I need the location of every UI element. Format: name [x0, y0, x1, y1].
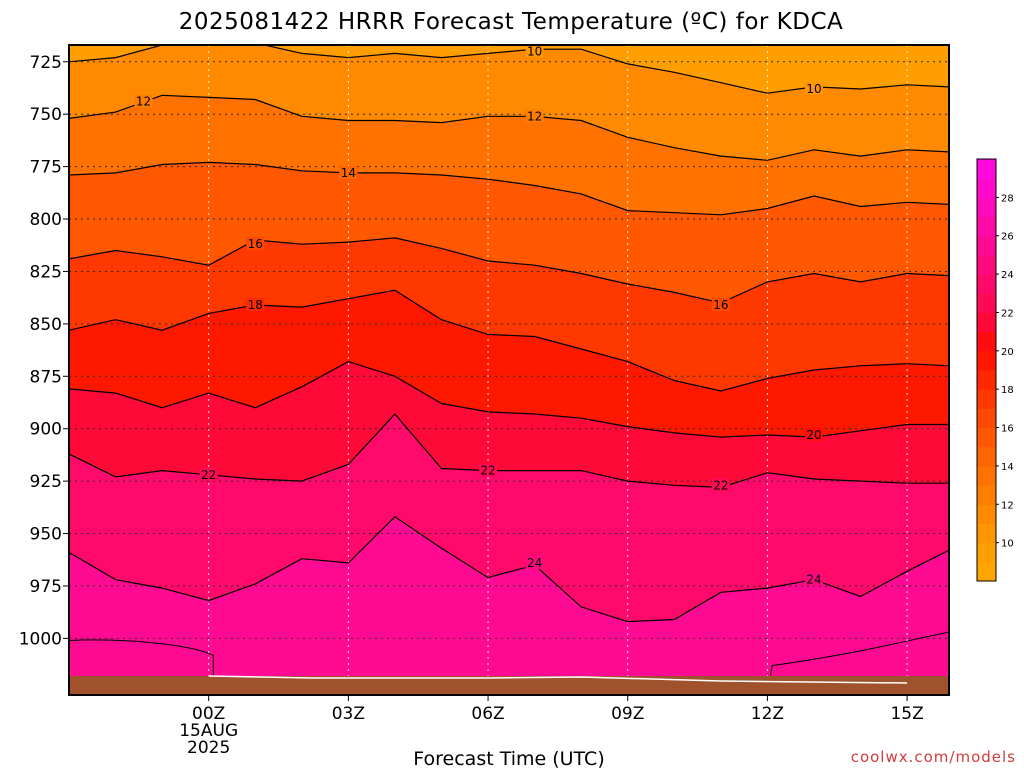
- y-tick-label: 850: [30, 315, 62, 335]
- x-tick-label: 15Z: [890, 704, 923, 724]
- contour-label: 18: [248, 298, 263, 312]
- contour-label-bg: [804, 428, 823, 441]
- x-tick-label: 2025: [187, 738, 230, 758]
- x-axis-label: Forecast Time (UTC): [413, 748, 604, 768]
- contour-label-bg: [134, 94, 153, 108]
- y-tick-label: 825: [30, 262, 62, 282]
- y-tick-label: 775: [30, 158, 62, 178]
- contour-label-bg: [525, 45, 544, 58]
- contour-label: 22: [480, 464, 495, 478]
- ground-layer: [69, 675, 949, 695]
- isotherm-line: [69, 161, 949, 216]
- colorbar-label: 28: [1001, 193, 1014, 204]
- y-tick-label: 950: [30, 525, 62, 545]
- contour-label-bg: [246, 298, 265, 311]
- colorbar-label: 26: [1001, 232, 1014, 243]
- y-tick-label: 725: [30, 53, 62, 73]
- colorbar-swatch: [977, 446, 996, 467]
- contour-label: 12: [527, 109, 542, 123]
- colorbar-label: 14: [1001, 462, 1014, 473]
- colorbar-label: 20: [1001, 347, 1014, 358]
- colorbar-label: 12: [1001, 500, 1014, 511]
- colorbar-label: 18: [1001, 385, 1014, 396]
- colorbar-label: 10: [1001, 539, 1014, 550]
- x-tick-label: 06Z: [471, 704, 504, 724]
- contour-label-bg: [711, 478, 730, 492]
- contour-label: 20: [806, 428, 821, 442]
- isotherm-contours: 10 10 12 12 14 16 16 18 20 22 22 22 24 24: [69, 44, 949, 623]
- chart-title: 2025081422 HRRR Forecast Temperature (ºC…: [179, 9, 844, 35]
- contour-label: 22: [201, 468, 216, 482]
- contour-label: 10: [806, 82, 821, 96]
- contour-label: 12: [136, 95, 151, 109]
- colorbar: 10 12 14 16 18 20 22 24 26 28: [976, 158, 1014, 582]
- contour-label-bg: [711, 298, 730, 311]
- colorbar-label: 22: [1001, 308, 1014, 319]
- colorbar-swatch: [977, 408, 996, 429]
- colorbar-swatch: [977, 485, 996, 505]
- grid-lines: [69, 45, 949, 695]
- colorbar-swatch: [977, 504, 996, 524]
- contour-label: 24: [806, 573, 821, 587]
- colorbar-swatch: [977, 178, 996, 198]
- colorbar-swatch: [977, 197, 996, 218]
- contour-label: 16: [713, 298, 728, 312]
- contour-label: 22: [713, 478, 728, 492]
- colorbar-swatch: [977, 350, 996, 371]
- ground-surface: [69, 676, 949, 695]
- isotherm-line: [69, 289, 949, 392]
- contour-label-bg: [246, 237, 265, 251]
- y-tick-label: 975: [30, 577, 62, 597]
- contour-label-bg: [339, 165, 358, 179]
- y-tick-label: 900: [30, 420, 62, 440]
- colorbar-swatch: [977, 254, 996, 275]
- colorbar-swatch: [977, 235, 996, 256]
- colorbar-swatch: [977, 427, 996, 448]
- x-tick-label: 00Z: [192, 704, 225, 724]
- contour-label-bg: [479, 463, 498, 477]
- x-tick-label: 12Z: [751, 704, 784, 724]
- colorbar-swatch: [977, 389, 996, 409]
- colorbar-label: 24: [1001, 270, 1014, 281]
- x-tick-label: 09Z: [611, 704, 644, 724]
- colorbar-swatch: [977, 331, 996, 352]
- contour-label: 16: [248, 237, 263, 251]
- y-tick-label: 875: [30, 367, 62, 387]
- y-tick-label: 925: [30, 472, 62, 492]
- isotherm-line: [69, 94, 949, 161]
- colorbar-swatch: [977, 159, 996, 179]
- contour-label-bg: [199, 467, 218, 481]
- credit-text: coolwx.com/models: [851, 748, 1016, 766]
- surface-line: [208, 675, 908, 684]
- colorbar-label: 16: [1001, 424, 1014, 435]
- x-tick-label: 03Z: [332, 704, 365, 724]
- plot-frame: [68, 44, 950, 696]
- contour-label: 10: [527, 44, 542, 58]
- contour-label-bg: [804, 82, 823, 96]
- colorbar-swatch: [977, 216, 996, 237]
- axes: 725 750 775 800 825 850 875 900 925 950 975 1000 00Z…: [19, 53, 924, 758]
- colorbar-swatch: [977, 274, 996, 294]
- colorbar-swatch: [977, 293, 996, 313]
- colorbar-swatch: [977, 542, 996, 563]
- isotherm-line: [69, 237, 949, 304]
- y-tick-label: 800: [30, 210, 62, 230]
- contour-label-bg: [525, 555, 544, 569]
- x-tick-label: 15AUG: [179, 721, 238, 741]
- y-tick-label: 750: [30, 105, 62, 125]
- colorbar-swatch: [977, 561, 996, 582]
- colorbar-swatch: [977, 312, 996, 333]
- contour-label-bg: [804, 572, 823, 586]
- contour-label: 24: [527, 556, 542, 570]
- colorbar-swatch: [977, 523, 996, 544]
- colorbar-swatch: [977, 465, 996, 486]
- y-tick-label: 1000: [19, 629, 62, 649]
- contour-label: 14: [341, 166, 356, 180]
- colorbar-swatch: [977, 370, 996, 390]
- contour-label-bg: [525, 109, 544, 123]
- colorbar-frame: [976, 158, 997, 582]
